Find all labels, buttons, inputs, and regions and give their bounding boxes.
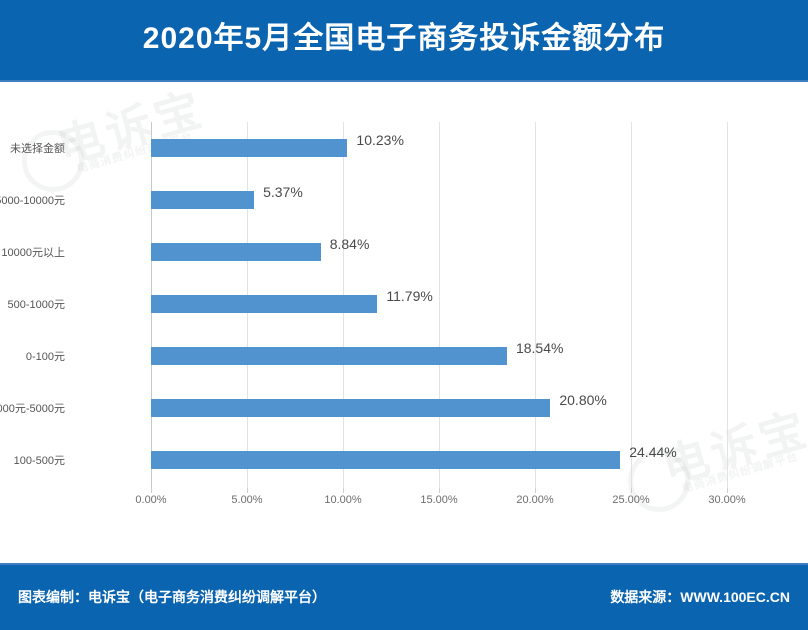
bar-row[interactable]: 20.80% — [151, 382, 727, 434]
bar-value-label: 5.37% — [263, 184, 303, 200]
header-banner: 2020年5月全国电子商务投诉金额分布 — [0, 0, 808, 82]
x-tick-label: 30.00% — [708, 494, 746, 506]
bar[interactable] — [151, 191, 255, 209]
category-label: 10000元以上 — [1, 247, 65, 259]
bar-row[interactable]: 11.79% — [151, 278, 727, 330]
gridline — [727, 122, 728, 488]
category-label: 100-500元 — [13, 455, 65, 467]
x-tick-mark — [151, 488, 152, 493]
x-tick-mark — [343, 488, 344, 493]
bar[interactable] — [151, 347, 507, 365]
x-tick-mark — [439, 488, 440, 493]
gridline — [535, 122, 536, 488]
x-tick-label: 25.00% — [612, 494, 650, 506]
x-tick-label: 15.00% — [420, 494, 458, 506]
x-tick-mark — [535, 488, 536, 493]
x-tick-label: 0.00% — [135, 494, 167, 506]
category-label: 5000-10000元 — [0, 195, 65, 207]
bar-row[interactable]: 8.84% — [151, 226, 727, 278]
footer-source: 数据来源：WWW.100EC.CN — [610, 589, 790, 605]
bar-value-label: 11.79% — [386, 288, 433, 304]
x-tick-label: 10.00% — [324, 494, 362, 506]
bar[interactable] — [151, 243, 321, 261]
bar-row[interactable]: 18.54% — [151, 330, 727, 382]
watermark-logo-left-icon — [22, 130, 84, 192]
footer-credit: 图表编制：电诉宝（电子商务消费纠纷调解平台） — [18, 589, 326, 605]
category-label: 未选择金额 — [10, 143, 65, 155]
bar-value-label: 20.80% — [559, 392, 607, 408]
bar-value-label: 8.84% — [329, 236, 370, 252]
bar-row[interactable]: 24.44% — [151, 434, 727, 486]
category-label: 500-1000元 — [7, 299, 66, 311]
x-tick-mark — [727, 488, 728, 493]
bar-value-label: 10.23% — [356, 132, 404, 148]
bar[interactable] — [151, 451, 621, 469]
x-tick-label: 20.00% — [516, 494, 554, 506]
bar-value-label: 18.54% — [515, 340, 564, 356]
gridline — [631, 122, 632, 488]
page-title: 2020年5月全国电子商务投诉金额分布 — [142, 22, 666, 55]
bar[interactable] — [151, 139, 348, 157]
bar[interactable] — [151, 295, 378, 313]
bar-row[interactable]: 10.23% — [151, 122, 727, 174]
footer-banner: 图表编制：电诉宝（电子商务消费纠纷调解平台） 数据来源：WWW.100EC.CN — [0, 563, 808, 630]
gridline — [439, 122, 440, 488]
bar[interactable] — [151, 399, 551, 417]
chart-area: 电诉宝 电商消费纠纷调解平台 电诉宝 电商消费纠纷调解平台 未选择金额 10.23… — [0, 82, 808, 563]
category-label: 1000元-5000元 — [0, 403, 65, 415]
bar-value-label: 24.44% — [629, 444, 677, 460]
x-tick-label: 5.00% — [231, 494, 263, 506]
bar-row[interactable]: 5.37% — [151, 174, 727, 226]
x-tick-mark — [247, 488, 248, 493]
category-label: 0-100元 — [25, 351, 65, 363]
x-tick-mark — [631, 488, 632, 493]
